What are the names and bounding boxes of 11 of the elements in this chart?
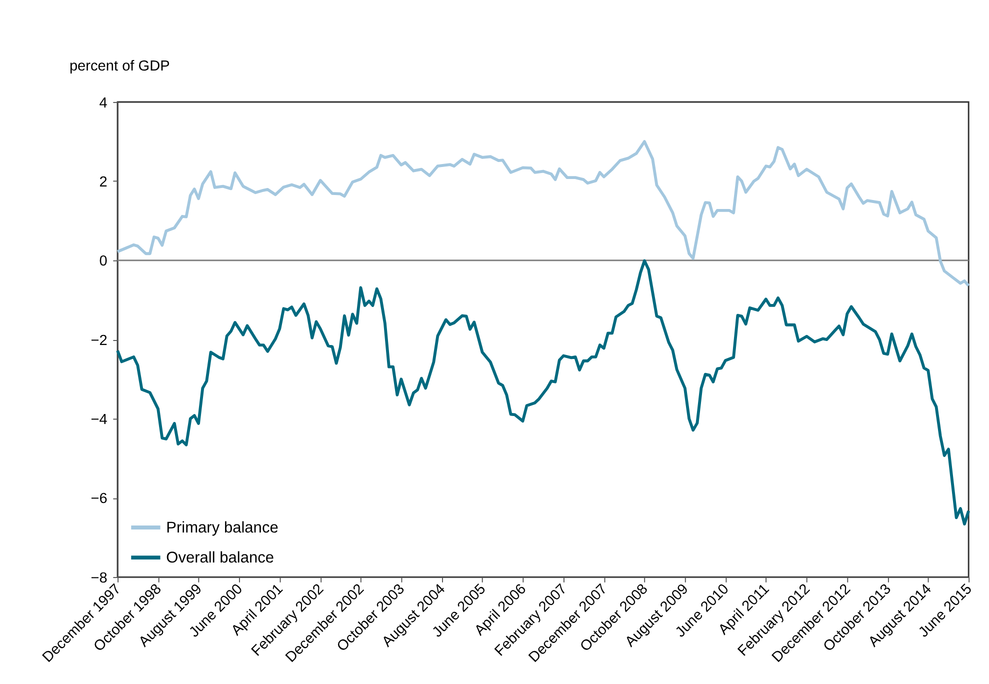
y-tick-label: 4 xyxy=(99,95,108,112)
y-axis-title: percent of GDP xyxy=(69,58,170,74)
y-tick-label: 0 xyxy=(99,254,108,270)
line-series xyxy=(116,140,970,288)
legend-label: Primary balance xyxy=(166,519,278,536)
y-tick-label: −8 xyxy=(90,570,108,586)
y-tick-label: 2 xyxy=(99,174,108,190)
y-tick-label: −4 xyxy=(90,412,108,428)
legend-label: Overall balance xyxy=(166,549,274,566)
y-tick-label: −6 xyxy=(90,491,108,508)
y-tick-label: −2 xyxy=(90,332,108,349)
